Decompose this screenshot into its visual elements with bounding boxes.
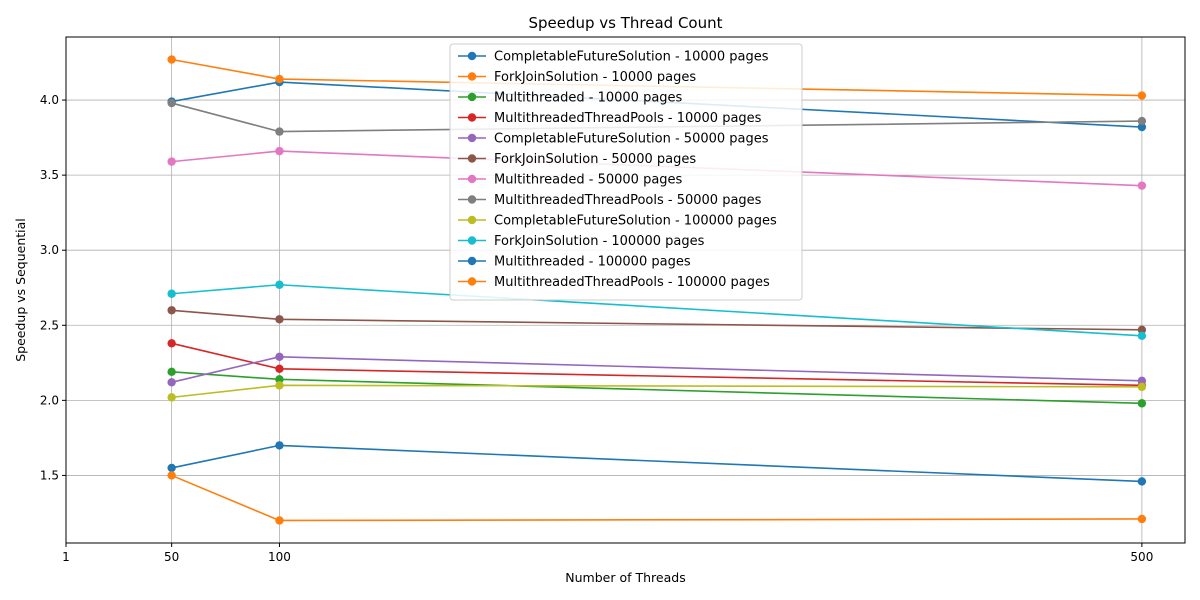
- legend-label: MultithreadedThreadPools - 10000 pages: [494, 111, 762, 126]
- data-point: [1137, 181, 1147, 190]
- legend-swatch-marker: [467, 277, 477, 286]
- x-tick-label: 50: [164, 550, 179, 564]
- legend-label: ForkJoinSolution - 10000 pages: [494, 70, 696, 85]
- y-tick-label: 2.0: [40, 393, 59, 407]
- data-point: [167, 367, 176, 377]
- legend-item: Multithreaded - 100000 pages: [458, 255, 691, 270]
- data-point: [275, 280, 284, 289]
- data-point: [167, 463, 176, 473]
- data-point: [1137, 376, 1147, 386]
- x-axis-label: Number of Threads: [565, 570, 685, 585]
- legend-swatch-marker: [467, 92, 477, 102]
- legend-swatch-marker: [467, 72, 477, 81]
- series-lines: [167, 55, 1147, 525]
- legend-item: ForkJoinSolution - 10000 pages: [458, 70, 696, 85]
- legend-box: [449, 43, 803, 301]
- data-point: [1137, 122, 1147, 132]
- data-point: [275, 375, 284, 384]
- legend-label: ForkJoinSolution - 50000 pages: [494, 152, 696, 167]
- data-point: [167, 55, 176, 64]
- data-point: [167, 306, 176, 315]
- data-point: [1137, 116, 1147, 126]
- x-tick-label: 500: [1130, 550, 1153, 564]
- legend-label: CompletableFutureSolution - 50000 pages: [494, 132, 769, 147]
- data-point: [1137, 399, 1147, 408]
- chart-title: Speedup vs Thread Count: [528, 14, 722, 32]
- legend-item: MultithreadedThreadPools - 10000 pages: [458, 111, 762, 126]
- legend-item: MultithreadedThreadPools - 50000 pages: [458, 193, 762, 208]
- legend: CompletableFutureSolution - 10000 pages F…: [449, 43, 803, 301]
- series-5: [167, 352, 1147, 387]
- series-2: [167, 55, 1147, 100]
- y-axis-label: Speedup vs Sequential: [13, 218, 28, 362]
- data-point: [1137, 91, 1147, 100]
- data-point: [1137, 382, 1147, 392]
- data-point: [167, 393, 176, 402]
- data-point: [275, 516, 284, 525]
- legend-label: Multithreaded - 50000 pages: [494, 173, 683, 188]
- legend-item: CompletableFutureSolution - 10000 pages: [458, 50, 769, 65]
- data-point: [167, 157, 176, 166]
- legend-label: Multithreaded - 100000 pages: [494, 255, 691, 270]
- legend-swatch-marker: [467, 133, 477, 143]
- data-point: [167, 289, 176, 298]
- y-tick-label: 3.5: [40, 168, 59, 182]
- legend-label: MultithreadedThreadPools - 50000 pages: [494, 193, 762, 208]
- data-point: [275, 74, 284, 84]
- series-10: [167, 280, 1147, 340]
- legend-swatch-marker: [467, 256, 477, 266]
- legend-item: Multithreaded - 50000 pages: [458, 173, 683, 188]
- y-tick-label: 2.5: [40, 318, 59, 332]
- legend-item: ForkJoinSolution - 50000 pages: [458, 152, 696, 167]
- legend-swatch-marker: [467, 195, 477, 204]
- data-point: [275, 146, 284, 156]
- legend-label: ForkJoinSolution - 100000 pages: [494, 234, 705, 249]
- legend-label: Multithreaded - 10000 pages: [494, 91, 683, 106]
- y-tick-label: 1.5: [40, 468, 59, 482]
- series-8: [167, 98, 1147, 136]
- data-point: [275, 315, 284, 324]
- data-point: [275, 441, 284, 450]
- axis-ticks: 1 50 100 500 1.5 2.0 2.5 3.0 3.5 4.0: [40, 93, 1153, 564]
- series-11: [167, 441, 1147, 486]
- data-point: [1137, 477, 1147, 486]
- legend-swatch-marker: [467, 215, 477, 225]
- y-tick-label: 4.0: [40, 93, 59, 107]
- legend-item: Multithreaded - 10000 pages: [458, 91, 683, 106]
- data-point: [167, 471, 176, 480]
- legend-label: CompletableFutureSolution - 100000 pages: [494, 214, 777, 229]
- legend-swatch-marker: [467, 236, 477, 245]
- data-point: [167, 98, 176, 108]
- series-9: [167, 381, 1147, 402]
- series-12: [167, 471, 1147, 525]
- data-point: [275, 381, 284, 390]
- data-point: [1137, 325, 1147, 334]
- legend-item: CompletableFutureSolution - 50000 pages: [458, 132, 769, 147]
- data-point: [1137, 331, 1147, 340]
- data-point: [275, 352, 284, 362]
- data-point: [167, 339, 176, 348]
- data-point: [275, 127, 284, 136]
- plot-frame: [65, 36, 1186, 544]
- x-tick-label: 1: [62, 550, 70, 564]
- legend-swatch-marker: [467, 51, 477, 61]
- series-6: [167, 306, 1147, 334]
- legend-label: MultithreadedThreadPools - 100000 pages: [494, 275, 770, 290]
- legend-item: ForkJoinSolution - 100000 pages: [458, 234, 705, 249]
- legend-swatch-marker: [467, 174, 477, 184]
- data-point: [167, 378, 176, 387]
- x-tick-label: 100: [268, 550, 291, 564]
- data-point: [275, 364, 284, 374]
- data-point: [1137, 514, 1147, 524]
- legend-swatch-marker: [467, 154, 477, 163]
- legend-label: CompletableFutureSolution - 10000 pages: [494, 50, 769, 65]
- series-7: [167, 146, 1147, 190]
- legend-item: MultithreadedThreadPools - 100000 pages: [458, 275, 770, 290]
- legend-item: CompletableFutureSolution - 100000 pages: [458, 214, 777, 229]
- y-tick-label: 3.0: [40, 243, 59, 257]
- legend-swatch-marker: [467, 113, 477, 122]
